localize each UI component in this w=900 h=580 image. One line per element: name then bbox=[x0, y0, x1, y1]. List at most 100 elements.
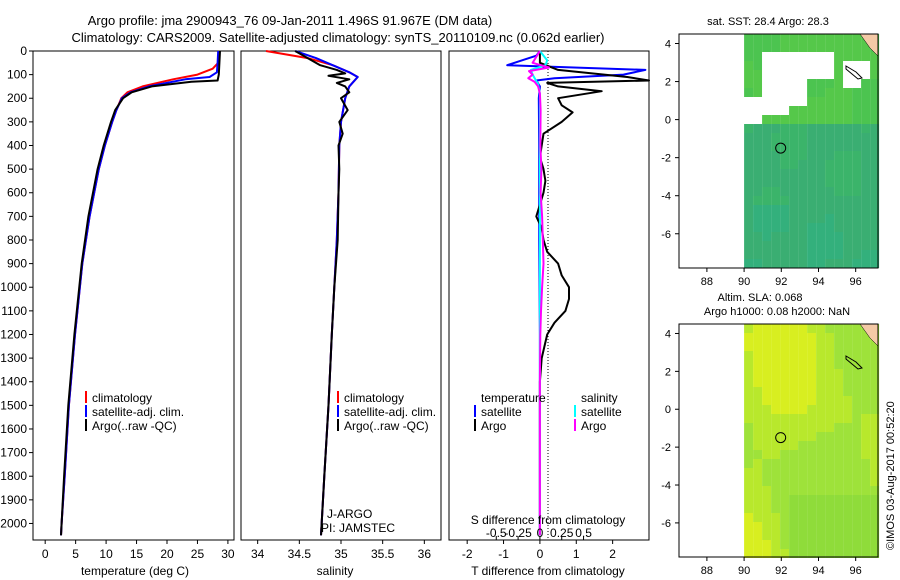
map-cell bbox=[852, 423, 862, 432]
map-cell bbox=[798, 342, 808, 351]
argo-position-marker bbox=[775, 432, 787, 444]
map-cell bbox=[753, 486, 763, 495]
map-cell bbox=[798, 405, 808, 414]
map-cell bbox=[771, 369, 781, 378]
map-cell bbox=[771, 477, 781, 486]
map-cell bbox=[780, 486, 790, 495]
map-cell bbox=[798, 522, 808, 531]
map-cell bbox=[843, 124, 853, 133]
map-cell bbox=[798, 70, 808, 79]
map-cell bbox=[789, 369, 799, 378]
y-tick-label: 1200 bbox=[0, 327, 27, 341]
map-cell bbox=[870, 522, 880, 531]
map-cell bbox=[753, 241, 763, 250]
map-cell bbox=[834, 88, 844, 97]
map-cell bbox=[825, 441, 835, 450]
sst-map-frame bbox=[678, 33, 879, 269]
map-cell bbox=[816, 549, 826, 558]
map-cell bbox=[753, 351, 763, 360]
map-cell bbox=[843, 360, 853, 369]
map-cell bbox=[843, 333, 853, 342]
map-cell bbox=[861, 160, 871, 169]
map-cell bbox=[807, 169, 817, 178]
map-cell bbox=[843, 531, 853, 540]
map-cell bbox=[780, 115, 790, 124]
map-cell bbox=[789, 396, 799, 405]
map-cell bbox=[762, 495, 772, 504]
map-cell bbox=[807, 324, 817, 333]
map-cell bbox=[816, 259, 826, 268]
map-cell bbox=[789, 52, 799, 61]
map-cell bbox=[762, 414, 772, 423]
map-cell bbox=[753, 124, 763, 133]
map-cell bbox=[870, 133, 880, 142]
map-cell bbox=[789, 360, 799, 369]
map-cell bbox=[753, 70, 763, 79]
map-cell bbox=[807, 259, 817, 268]
map-cell bbox=[852, 196, 862, 205]
x-tick-label: 30 bbox=[221, 547, 235, 561]
map-cell bbox=[852, 396, 862, 405]
map-cell bbox=[798, 232, 808, 241]
map-cell bbox=[789, 522, 799, 531]
map-cell bbox=[753, 88, 763, 97]
map-cell bbox=[789, 205, 799, 214]
map-cell bbox=[807, 232, 817, 241]
map-cell bbox=[807, 468, 817, 477]
map-cell bbox=[861, 513, 871, 522]
map-cell bbox=[843, 178, 853, 187]
difference-top-xlabel: S difference from climatology bbox=[471, 513, 626, 527]
map-cell bbox=[816, 79, 826, 88]
map-cell bbox=[852, 106, 862, 115]
map-cell bbox=[753, 495, 763, 504]
map-cell bbox=[870, 504, 880, 513]
map-cell bbox=[798, 468, 808, 477]
map-cell bbox=[780, 531, 790, 540]
map-cell bbox=[861, 250, 871, 259]
map-cell bbox=[807, 459, 817, 468]
map-cell bbox=[780, 169, 790, 178]
map-cell bbox=[870, 513, 880, 522]
map-cell bbox=[825, 495, 835, 504]
map-cell bbox=[834, 513, 844, 522]
map-cell bbox=[798, 250, 808, 259]
map-cell bbox=[816, 133, 826, 142]
y-tick-label: 700 bbox=[7, 209, 27, 223]
map-cell bbox=[816, 88, 826, 97]
map-cell bbox=[771, 115, 781, 124]
map-cell bbox=[825, 360, 835, 369]
map-cell bbox=[789, 79, 799, 88]
map-cell bbox=[798, 79, 808, 88]
map-cell bbox=[852, 88, 862, 97]
x-tick-label: 10 bbox=[99, 547, 113, 561]
map-cell bbox=[843, 52, 853, 61]
map-cell bbox=[816, 540, 826, 549]
map-cell bbox=[789, 423, 799, 432]
map-cell bbox=[852, 205, 862, 214]
map-cell bbox=[798, 423, 808, 432]
map-cell bbox=[816, 342, 826, 351]
legend-heading-salinity: salinity bbox=[581, 391, 618, 405]
map-cell bbox=[843, 450, 853, 459]
map-cell bbox=[798, 360, 808, 369]
map-cell bbox=[825, 88, 835, 97]
map-cell bbox=[834, 79, 844, 88]
map-cell bbox=[762, 160, 772, 169]
map-cell bbox=[780, 477, 790, 486]
map-cell bbox=[789, 223, 799, 232]
map-cell bbox=[780, 378, 790, 387]
map-cell bbox=[744, 214, 754, 223]
map-cell bbox=[870, 169, 880, 178]
map-cell bbox=[780, 124, 790, 133]
map-cell bbox=[771, 351, 781, 360]
map-cell bbox=[852, 97, 862, 106]
map-cell bbox=[771, 223, 781, 232]
map-cell bbox=[861, 79, 871, 88]
map-cell bbox=[816, 160, 826, 169]
map-cell bbox=[762, 531, 772, 540]
map-cell bbox=[762, 459, 772, 468]
map-cell bbox=[762, 196, 772, 205]
map-cell bbox=[834, 196, 844, 205]
series-line-argo bbox=[535, 51, 650, 536]
map-cell bbox=[861, 441, 871, 450]
